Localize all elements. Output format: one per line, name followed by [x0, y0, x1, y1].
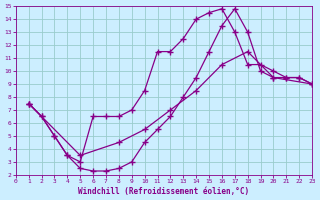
X-axis label: Windchill (Refroidissement éolien,°C): Windchill (Refroidissement éolien,°C) [78, 187, 250, 196]
